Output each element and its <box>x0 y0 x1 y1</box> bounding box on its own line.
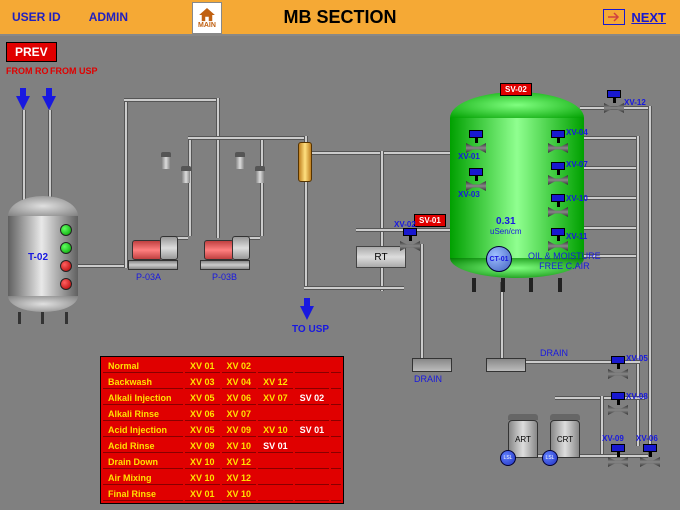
pump-p03a <box>128 232 178 270</box>
rt-box: RT <box>356 246 406 268</box>
next-link[interactable]: NEXT <box>603 9 666 25</box>
pipe <box>580 196 640 200</box>
pipe <box>304 286 404 290</box>
valve-xv12[interactable] <box>604 90 624 113</box>
prev-button[interactable]: PREV <box>6 42 57 62</box>
valve-label-xv11: XV-11 <box>566 232 587 241</box>
pipe <box>216 98 220 238</box>
pipe <box>380 151 384 291</box>
valve-xv08[interactable] <box>608 392 628 415</box>
table-row: BackwashXV 03XV 04XV 12 <box>103 375 341 389</box>
page-title: MB SECTION <box>283 7 396 28</box>
indicator-light-red <box>60 278 72 290</box>
home-icon <box>198 8 216 22</box>
main-button[interactable]: MAIN <box>192 2 222 34</box>
valve-label-xv07: XV-07 <box>566 160 588 169</box>
drain-label: DRAIN <box>414 374 442 384</box>
arrow-down-icon <box>300 306 314 320</box>
mini-valve <box>180 166 192 184</box>
valve-label-xv09: XV-09 <box>602 434 624 443</box>
pipe <box>304 151 454 155</box>
pipe <box>600 396 604 456</box>
mini-valve <box>234 152 246 170</box>
pipe <box>500 282 504 362</box>
sv02-tag: SV-02 <box>500 83 532 96</box>
table-row: Air MixingXV 10XV 12 <box>103 471 341 485</box>
diagram-canvas: PREV FROM RO FROM USP T-02 <box>0 36 680 510</box>
pipe <box>188 136 192 236</box>
pipe <box>188 136 306 140</box>
indicator-light-red <box>60 260 72 272</box>
table-row: Acid RinseXV 09XV 10SV 01 <box>103 439 341 453</box>
pipe <box>420 244 424 364</box>
table-row: Drain DownXV 10XV 12 <box>103 455 341 469</box>
mini-valve <box>254 166 266 184</box>
pipe <box>580 166 640 170</box>
mode-table: NormalXV 01XV 02 BackwashXV 03XV 04XV 12 A… <box>100 356 344 504</box>
lsl-indicator: LSL <box>542 450 558 466</box>
table-row: NormalXV 01XV 02 <box>103 359 341 373</box>
tank-t02-label: T-02 <box>28 252 48 263</box>
ct01-gauge: CT-01 <box>486 246 512 272</box>
indicator-light-green <box>60 242 72 254</box>
indicator-light-green <box>60 224 72 236</box>
pipe <box>580 136 640 140</box>
from-usp-label: FROM USP <box>50 66 98 76</box>
from-ro-label: FROM RO <box>6 66 49 76</box>
valve-xv09[interactable] <box>608 444 628 467</box>
conductivity-readout: 0.31 uSen/cm <box>490 216 522 236</box>
arrow-down-icon <box>42 96 56 110</box>
pipe <box>48 110 52 200</box>
valve-xv02[interactable] <box>400 228 420 251</box>
pump-p03b <box>200 232 250 270</box>
drain-box <box>412 358 452 372</box>
user-id-label[interactable]: USER ID <box>12 10 61 24</box>
mini-valve <box>160 152 172 170</box>
valve-label-xv03: XV-03 <box>458 190 480 199</box>
pump-p03a-label: P-03A <box>136 272 161 282</box>
valve-xv03[interactable] <box>466 168 486 191</box>
table-row: Final RinseXV 01XV 10 <box>103 487 341 501</box>
to-usp-label: TO USP <box>292 324 329 335</box>
valve-label-xv05: XV-05 <box>626 354 648 363</box>
valve-label-xv01: XV-01 <box>458 152 480 161</box>
pump-p03b-label: P-03B <box>212 272 237 282</box>
valve-xv01[interactable] <box>466 130 486 153</box>
pipe <box>74 264 124 268</box>
oil-moisture-label: OIL & MOISTUREFREE C.AIR <box>528 252 601 272</box>
filter-element <box>298 142 312 182</box>
lsl-indicator: LSL <box>500 450 516 466</box>
header-bar: USER ID ADMIN MAIN MB SECTION NEXT <box>0 0 680 36</box>
valve-label-xv10: XV-10 <box>566 194 588 203</box>
valve-label-xv04: XV-04 <box>566 128 588 137</box>
table-row: Alkali InjectionXV 05XV 06XV 07SV 02 <box>103 391 341 405</box>
drain-box <box>486 358 526 372</box>
arrow-down-icon <box>16 96 30 110</box>
drain-label: DRAIN <box>540 348 568 358</box>
pipe <box>260 136 264 236</box>
table-row: Acid InjectionXV 05XV 09XV 10SV 01 <box>103 423 341 437</box>
pipe <box>648 106 652 456</box>
pipe <box>580 226 640 230</box>
valve-xv11[interactable] <box>548 228 568 251</box>
valve-label-xv06: XV-06 <box>636 434 658 443</box>
valve-xv06[interactable] <box>640 444 660 467</box>
valve-xv04[interactable] <box>548 130 568 153</box>
pipe <box>22 110 26 200</box>
valve-label-xv02: XV-02 <box>394 220 416 229</box>
pipe <box>124 98 218 102</box>
admin-label[interactable]: ADMIN <box>89 10 128 24</box>
valve-label-xv12: XV-12 <box>624 98 646 107</box>
table-row: Alkali RinseXV 06XV 07 <box>103 407 341 421</box>
sv01-tag: SV-01 <box>414 214 446 227</box>
next-icon <box>603 9 625 25</box>
valve-xv05[interactable] <box>608 356 628 379</box>
valve-label-xv08: XV-08 <box>626 392 648 401</box>
valve-xv07[interactable] <box>548 162 568 185</box>
valve-xv10[interactable] <box>548 194 568 217</box>
